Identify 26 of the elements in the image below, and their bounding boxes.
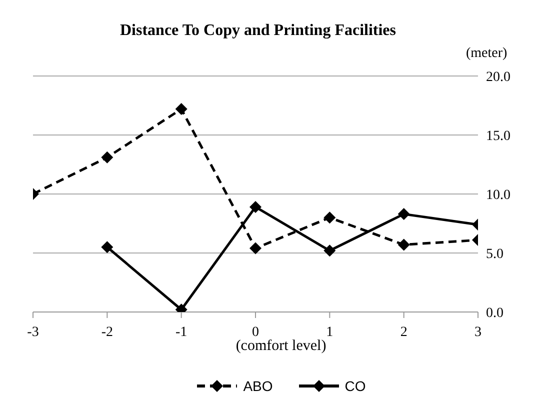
point <box>324 244 336 257</box>
legend-label: ABO <box>243 378 273 394</box>
x-tick-label: -1 <box>175 324 188 340</box>
point <box>101 241 114 254</box>
legend-label: CO <box>344 378 366 394</box>
x-tick-label: -3 <box>27 324 39 340</box>
x-tick-label: 3 <box>474 324 482 340</box>
point <box>101 151 114 164</box>
point <box>175 103 188 116</box>
point <box>250 242 262 254</box>
x-tick-label: 1 <box>326 324 334 340</box>
y-tick-label: 20.0 <box>486 70 510 85</box>
x-axis-title: (comfort level) <box>234 338 328 355</box>
y-axis-title: (meter) <box>466 46 508 62</box>
point <box>324 212 336 224</box>
x-tick-label: -2 <box>101 324 114 340</box>
y-tick-label: 10.0 <box>486 188 510 203</box>
point <box>398 238 410 251</box>
y-tick-label: 15.0 <box>486 128 510 144</box>
point <box>398 208 410 220</box>
x-tick-label: 0 <box>252 324 259 340</box>
point <box>250 200 262 213</box>
y-tick-label: 0.0 <box>486 306 504 321</box>
y-tick-label: 5.0 <box>486 246 504 262</box>
chart-title: Distance To Copy and Printing Facilities <box>118 22 398 40</box>
x-tick-label: 2 <box>400 324 408 340</box>
